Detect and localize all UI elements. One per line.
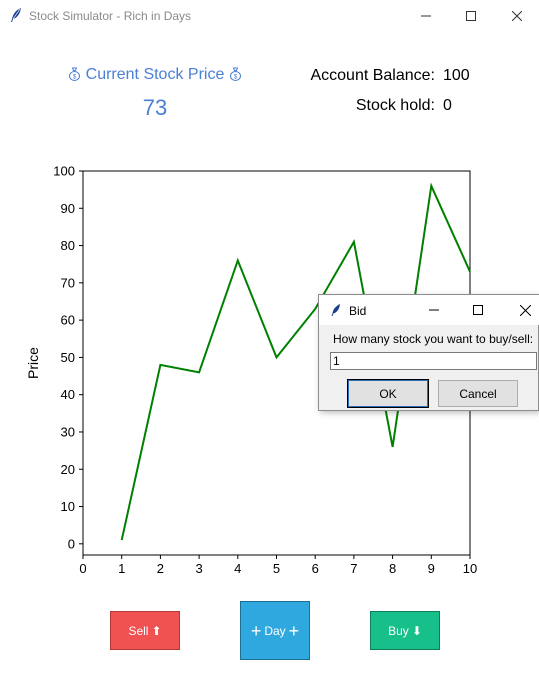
window-title: Stock Simulator - Rich in Days (29, 9, 192, 23)
window-titlebar: Stock Simulator - Rich in Days (0, 0, 539, 31)
plus-icon: + (288, 620, 300, 641)
dialog-prompt: How many stock you want to buy/sell: (333, 332, 534, 346)
close-icon (519, 304, 531, 316)
plus-icon: + (250, 620, 262, 641)
close-icon (512, 10, 522, 21)
current-price-value: 73 (142, 95, 168, 120)
close-button[interactable] (494, 0, 539, 31)
sell-button-label: Sell (128, 623, 149, 638)
buy-button[interactable]: Buy ⬇ (370, 611, 440, 650)
account-balance-label: Account Balance: (310, 67, 435, 84)
minimize-button[interactable] (403, 0, 449, 31)
x-tick-label: 9 (428, 561, 435, 576)
maximize-icon (473, 305, 483, 315)
ok-button[interactable]: OK (347, 379, 429, 408)
feather-icon (331, 304, 340, 316)
svg-text:$: $ (234, 75, 238, 81)
x-tick-label: 5 (273, 561, 280, 576)
dialog-titlebar: Bid (319, 295, 539, 325)
y-tick-label: 40 (61, 387, 75, 402)
y-tick-label: 100 (53, 164, 75, 179)
bid-dialog: Bid How many stock you want to buy/sell:… (318, 294, 539, 411)
x-tick-label: 7 (350, 561, 357, 576)
y-tick-label: 70 (61, 275, 75, 290)
buy-button-label: Buy (388, 623, 409, 638)
dialog-close-button[interactable] (503, 295, 539, 325)
price-label-text: Current Stock Price (85, 66, 225, 83)
account-balance-value: 100 (443, 67, 470, 84)
dialog-maximize-button[interactable] (456, 295, 500, 325)
y-tick-label: 90 (61, 201, 75, 216)
minimize-icon (429, 309, 439, 311)
maximize-icon (466, 10, 476, 21)
cancel-button[interactable]: Cancel (438, 380, 518, 407)
y-tick-label: 10 (61, 499, 75, 514)
arrow-up-icon: ⬆ (151, 623, 162, 638)
feather-icon (11, 8, 21, 22)
x-tick-label: 1 (118, 561, 125, 576)
maximize-button[interactable] (448, 0, 494, 31)
y-tick-label: 0 (68, 536, 75, 551)
money-bag-icon: $ (229, 67, 241, 81)
x-tick-label: 2 (157, 561, 164, 576)
stock-hold-label: Stock hold: (355, 97, 435, 114)
chart-y-axis-label: Price (25, 347, 41, 379)
quantity-input[interactable] (330, 352, 537, 370)
money-bag-icon: $ (69, 67, 81, 81)
minimize-icon (421, 15, 431, 16)
sell-button[interactable]: Sell ⬆ (110, 611, 180, 650)
x-tick-label: 8 (389, 561, 396, 576)
x-tick-label: 10 (463, 561, 477, 576)
dialog-minimize-button[interactable] (412, 295, 456, 325)
x-tick-label: 0 (79, 561, 86, 576)
y-tick-label: 30 (61, 424, 75, 439)
stock-hold-value: 0 (443, 97, 452, 114)
svg-text:$: $ (73, 75, 77, 81)
y-tick-label: 60 (61, 313, 75, 328)
day-button-label: Day (264, 623, 286, 638)
arrow-down-icon: ⬇ (411, 623, 422, 638)
x-tick-label: 4 (234, 561, 241, 576)
dialog-title: Bid (349, 304, 367, 318)
y-tick-label: 50 (61, 350, 75, 365)
x-tick-label: 6 (312, 561, 319, 576)
y-tick-label: 80 (61, 238, 75, 253)
x-tick-label: 3 (195, 561, 202, 576)
current-price-label: $ Current Stock Price $ (60, 66, 250, 84)
next-day-button[interactable]: + Day + (240, 601, 310, 660)
y-tick-label: 20 (61, 462, 75, 477)
